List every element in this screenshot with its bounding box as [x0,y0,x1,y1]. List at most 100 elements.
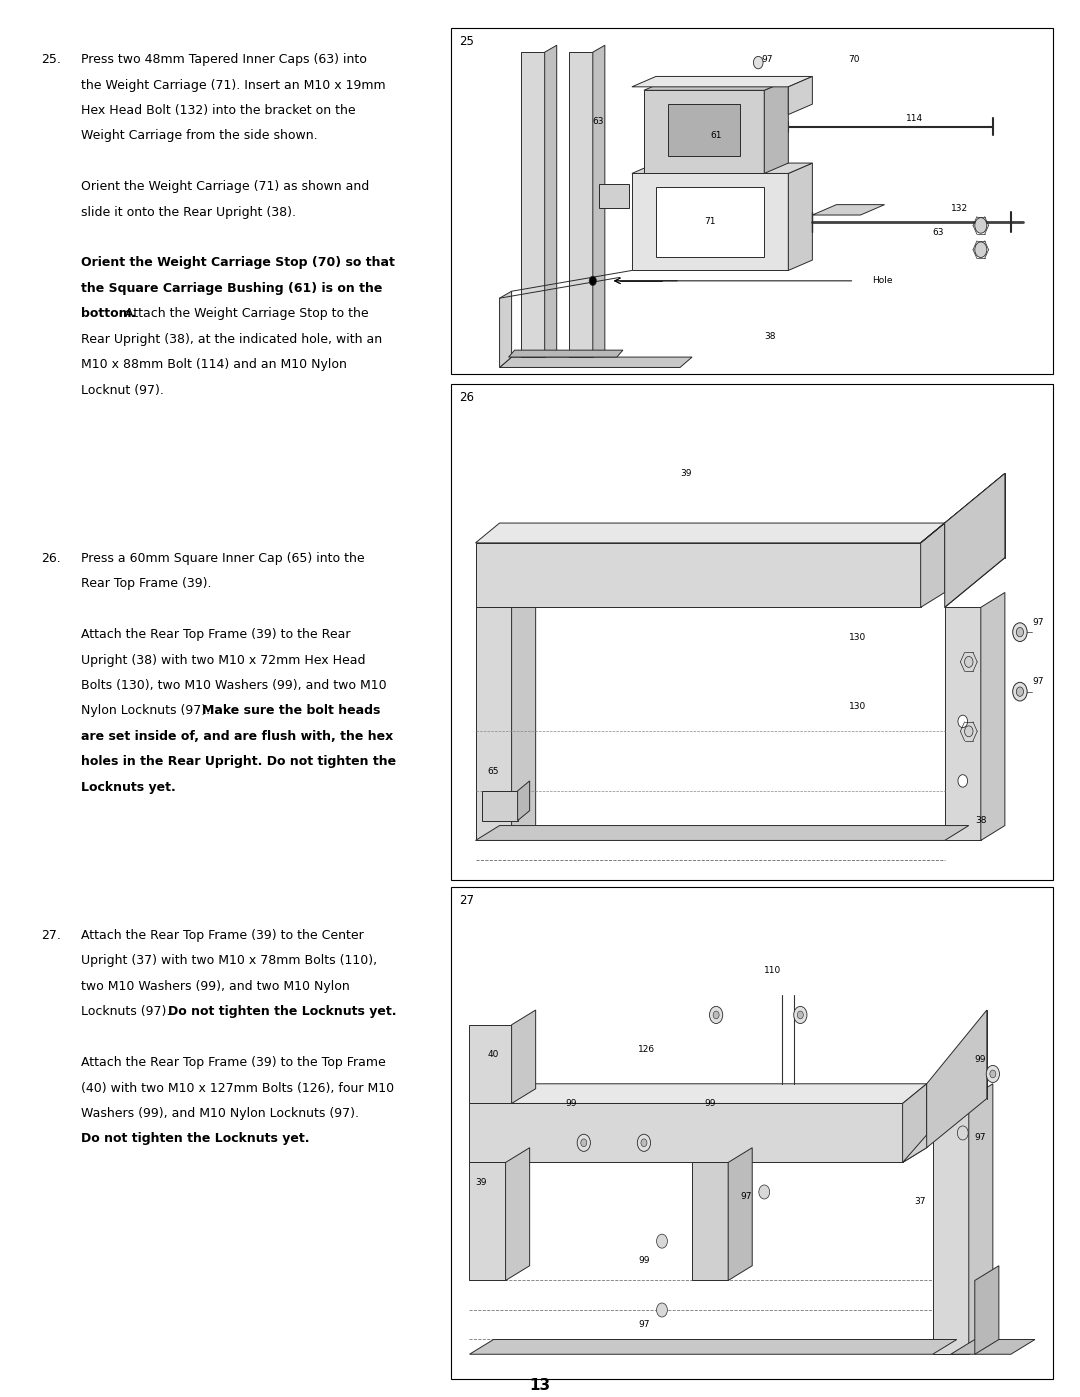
Polygon shape [644,91,765,173]
Text: 40: 40 [487,1049,499,1059]
Circle shape [710,1006,723,1024]
Circle shape [759,1185,770,1199]
Polygon shape [927,1010,987,1148]
Text: the Square Carriage Bushing (61) is on the: the Square Carriage Bushing (61) is on t… [81,282,382,295]
Polygon shape [920,522,945,608]
Text: Attach the Rear Top Frame (39) to the Rear: Attach the Rear Top Frame (39) to the Re… [81,629,351,641]
Polygon shape [788,77,812,115]
Text: Orient the Weight Carriage Stop (70) so that: Orient the Weight Carriage Stop (70) so … [81,257,395,270]
Polygon shape [945,608,981,841]
Polygon shape [669,105,740,156]
Text: Orient the Weight Carriage (71) as shown and: Orient the Weight Carriage (71) as shown… [81,180,369,193]
Text: 25.: 25. [41,53,60,66]
Text: 27: 27 [459,894,474,907]
Text: 27.: 27. [41,929,60,942]
Circle shape [1013,623,1027,641]
Polygon shape [512,1010,536,1104]
Polygon shape [656,187,765,257]
Polygon shape [950,1340,1035,1354]
Circle shape [713,1011,719,1018]
Text: 39: 39 [475,1178,487,1186]
Text: 130: 130 [849,703,866,711]
Polygon shape [945,474,1004,608]
Text: 97: 97 [1032,617,1043,627]
Circle shape [986,1066,999,1083]
Polygon shape [933,1098,969,1354]
Text: 63: 63 [933,228,944,237]
Polygon shape [903,1074,987,1162]
Text: 65: 65 [487,767,499,775]
Text: Locknut (97).: Locknut (97). [81,384,164,397]
Circle shape [964,726,973,736]
Text: 38: 38 [975,816,986,826]
Text: 37: 37 [915,1197,927,1207]
Text: 63: 63 [593,117,605,126]
Text: 114: 114 [906,113,922,123]
Text: Hex Head Bolt (132) into the bracket on the: Hex Head Bolt (132) into the bracket on … [81,103,355,117]
Text: the Weight Carriage (71). Insert an M10 x 19mm: the Weight Carriage (71). Insert an M10 … [81,78,386,92]
Text: Make sure the bolt heads: Make sure the bolt heads [202,704,381,718]
Polygon shape [544,45,556,358]
Circle shape [1016,687,1024,696]
Circle shape [581,1139,586,1147]
Polygon shape [500,291,512,367]
Bar [451,384,1053,880]
Polygon shape [632,173,788,271]
Text: bottom.: bottom. [81,307,136,320]
Text: Do not tighten the Locknuts yet.: Do not tighten the Locknuts yet. [167,1006,396,1018]
Text: 99: 99 [566,1099,577,1108]
Polygon shape [644,80,788,91]
Circle shape [640,1139,647,1147]
Polygon shape [470,1084,927,1104]
Polygon shape [505,1148,529,1281]
Circle shape [958,775,968,787]
Text: M10 x 88mm Bolt (114) and an M10 Nylon: M10 x 88mm Bolt (114) and an M10 Nylon [81,358,347,372]
Text: Locknuts yet.: Locknuts yet. [81,781,176,793]
Text: Rear Top Frame (39).: Rear Top Frame (39). [81,577,212,591]
Text: 97: 97 [975,1133,986,1143]
Text: two M10 Washers (99), and two M10 Nylon: two M10 Washers (99), and two M10 Nylon [81,979,350,993]
Text: Upright (38) with two M10 x 72mm Hex Head: Upright (38) with two M10 x 72mm Hex Hea… [81,654,365,666]
Text: (40) with two M10 x 127mm Bolts (126), four M10: (40) with two M10 x 127mm Bolts (126), f… [81,1081,394,1095]
Text: 130: 130 [849,633,866,641]
Polygon shape [470,1104,903,1162]
Polygon shape [632,77,812,87]
Circle shape [975,218,987,233]
Text: 126: 126 [638,1045,656,1053]
Text: 26.: 26. [41,552,60,564]
Circle shape [577,1134,591,1151]
Text: 97: 97 [638,1320,649,1330]
Circle shape [1013,682,1027,701]
Text: 61: 61 [711,131,721,140]
Bar [451,28,1053,374]
Polygon shape [765,80,788,173]
Text: slide it onto the Rear Upright (38).: slide it onto the Rear Upright (38). [81,205,296,219]
Polygon shape [470,1025,512,1104]
Text: 132: 132 [950,204,968,212]
Polygon shape [500,358,692,367]
Text: 99: 99 [638,1256,649,1266]
Polygon shape [788,163,812,271]
Text: 97: 97 [740,1193,752,1201]
Circle shape [957,1126,968,1140]
Text: are set inside of, and are flush with, the hex: are set inside of, and are flush with, t… [81,729,393,743]
Circle shape [975,242,987,257]
Text: 13: 13 [529,1379,551,1393]
Text: Nylon Locknuts (97).: Nylon Locknuts (97). [81,704,214,718]
Polygon shape [920,474,1004,543]
Text: 110: 110 [765,967,782,975]
Text: 99: 99 [975,1055,986,1063]
Polygon shape [969,1084,993,1354]
Text: Press two 48mm Tapered Inner Caps (63) into: Press two 48mm Tapered Inner Caps (63) i… [81,53,367,66]
Polygon shape [569,52,593,358]
Text: Washers (99), and M10 Nylon Locknuts (97).: Washers (99), and M10 Nylon Locknuts (97… [81,1106,359,1120]
Text: Weight Carriage from the side shown.: Weight Carriage from the side shown. [81,130,318,142]
Circle shape [990,1070,996,1078]
Circle shape [754,56,764,68]
Circle shape [794,1006,807,1024]
Polygon shape [632,163,812,173]
Text: Locknuts (97).: Locknuts (97). [81,1006,174,1018]
Polygon shape [598,184,629,208]
Circle shape [964,657,973,668]
Text: 25: 25 [459,35,474,47]
